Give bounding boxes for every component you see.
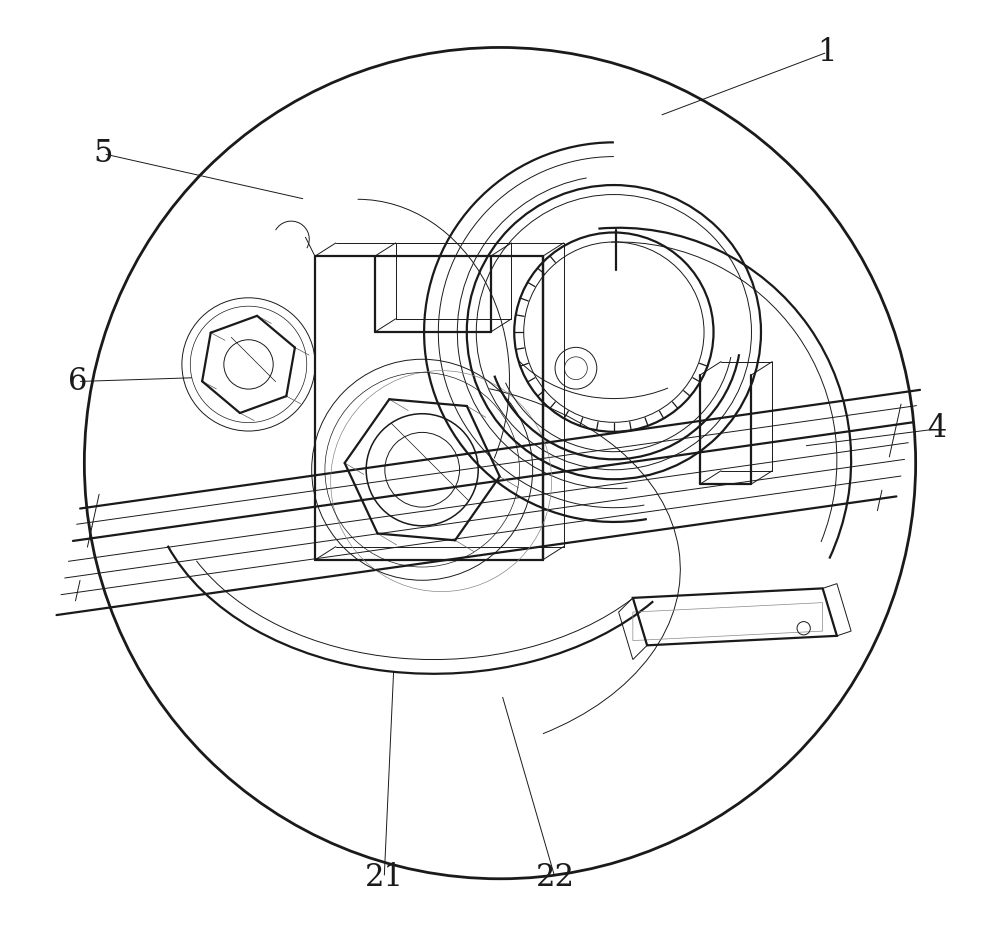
Text: 5: 5 bbox=[94, 139, 113, 169]
Text: 22: 22 bbox=[536, 863, 575, 893]
Text: 6: 6 bbox=[68, 366, 87, 397]
Text: 4: 4 bbox=[927, 414, 946, 444]
Text: 1: 1 bbox=[818, 37, 837, 67]
Text: 21: 21 bbox=[365, 863, 404, 893]
